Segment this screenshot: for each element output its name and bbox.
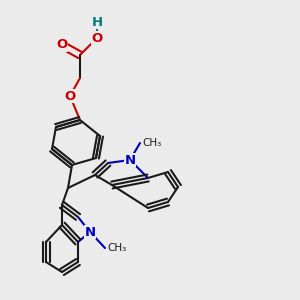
Text: CH₃: CH₃ [142,138,161,148]
Text: N: N [84,226,96,238]
Text: O: O [56,38,68,52]
Text: H: H [92,16,103,28]
Text: O: O [92,32,103,44]
Text: N: N [124,154,136,166]
Text: O: O [64,89,76,103]
Text: CH₃: CH₃ [107,243,126,253]
